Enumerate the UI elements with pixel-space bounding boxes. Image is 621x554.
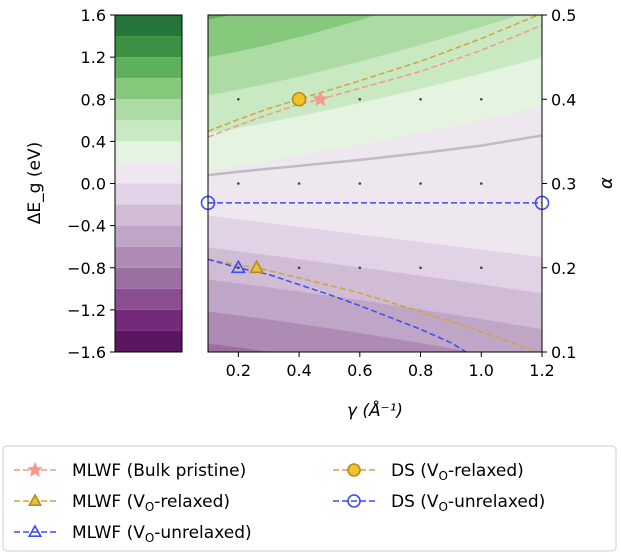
series-line <box>208 15 540 132</box>
series-marker <box>249 259 265 274</box>
colorbar-ticks: 1.6 1.2 0.8 0.4 0.0 −0.4 −0.8 −1.2 −1.6 <box>67 6 115 362</box>
colorbar: 1.6 1.2 0.8 0.4 0.0 −0.4 −0.8 −1.2 −1.6 ΔE_g (eV… <box>25 6 183 362</box>
colorbar-band <box>115 141 182 163</box>
grid-point <box>479 97 483 101</box>
colorbar-ylabel: ΔE_g (eV) <box>25 142 45 224</box>
contour-regions <box>208 15 542 352</box>
x-tick-label: 0.4 <box>286 361 311 380</box>
y-tick-label: 0.5 <box>551 6 576 25</box>
colorbar-band <box>115 330 182 352</box>
colorbar-band <box>115 162 182 184</box>
legend: MLWF (Bulk pristine) DS (VO-relaxed) MLWF … <box>2 445 617 552</box>
colorbar-tick-label: −1.6 <box>67 343 106 362</box>
colorbar-bands <box>115 15 182 352</box>
contour-band-positive <box>208 15 377 58</box>
grid-point <box>358 97 362 101</box>
colorbar-band <box>115 120 182 142</box>
colorbar-band <box>115 288 182 310</box>
x-tick-label: 0.8 <box>408 361 433 380</box>
legend-label: MLWF (VO-relaxed) <box>72 492 230 514</box>
series-line <box>208 258 540 352</box>
grid-point <box>237 182 240 185</box>
colorbar-tick-label: −0.8 <box>67 259 106 278</box>
legend-marker <box>27 461 43 477</box>
colorbar-tick-label: 1.2 <box>81 48 106 67</box>
legend-entry: DS (VO-relaxed) <box>333 461 524 483</box>
legend-marker <box>27 493 43 506</box>
colorbar-band <box>115 246 182 268</box>
grid-point <box>419 266 422 270</box>
colorbar-band <box>115 36 182 58</box>
grid-point <box>358 182 362 185</box>
y-axis-label: α <box>596 177 617 189</box>
y-tick-label: 0.4 <box>551 90 576 109</box>
zero-contour-line <box>208 134 542 177</box>
legend-marker <box>347 494 361 508</box>
legend-entry: MLWF (VO-unrelaxed) <box>14 523 252 545</box>
colorbar-band <box>115 99 182 121</box>
x-axis-ticks: 0.2 0.4 0.6 0.8 1.0 1.2 <box>226 352 555 380</box>
grid-point <box>419 97 422 101</box>
colorbar-band <box>115 204 182 226</box>
legend-marker <box>347 463 361 477</box>
legend-label: MLWF (Bulk pristine) <box>72 461 246 481</box>
right-y-axis-ticks: 0.5 0.4 0.3 0.2 0.1 <box>542 6 576 362</box>
grid-point <box>297 266 301 270</box>
x-tick-label: 0.6 <box>347 361 372 380</box>
legend-label: MLWF (VO-unrelaxed) <box>72 523 252 545</box>
colorbar-tick-label: 1.6 <box>81 6 106 25</box>
colorbar-band <box>115 57 182 79</box>
y-tick-label: 0.2 <box>551 259 576 278</box>
legend-frame <box>2 445 617 552</box>
colorbar-tick-label: −0.4 <box>67 217 106 236</box>
y-tick-label: 0.1 <box>551 343 576 362</box>
colorbar-tick-label: −1.2 <box>67 301 106 320</box>
contour-band-negative <box>208 343 271 352</box>
legend-entry: DS (VO-unrelaxed) <box>333 492 545 514</box>
x-axis-label: γ (Å⁻¹) <box>347 399 403 421</box>
legend-entries: MLWF (Bulk pristine) DS (VO-relaxed) MLWF … <box>14 461 545 545</box>
colorbar-band <box>115 15 182 37</box>
zero-contour <box>208 134 542 177</box>
legend-entry: MLWF (Bulk pristine) <box>14 461 246 481</box>
series-marker <box>312 90 329 106</box>
contour-plot: 0.2 0.4 0.6 0.8 1.0 1.2 0.5 0.4 0.3 0.2 0.1 γ (Å⁻… <box>200 6 617 421</box>
colorbar-band <box>115 225 182 247</box>
grid-point <box>297 182 301 185</box>
series-marker <box>291 91 307 107</box>
colorbar-tick-label: 0.0 <box>81 175 106 194</box>
y-tick-label: 0.3 <box>551 175 576 194</box>
legend-entry: MLWF (VO-relaxed) <box>14 492 230 514</box>
colorbar-band <box>115 78 182 100</box>
series-marker <box>230 259 246 274</box>
grid-point <box>479 266 483 270</box>
x-tick-label: 1.2 <box>529 361 554 380</box>
grid-point <box>479 182 483 185</box>
colorbar-tick-label: 0.8 <box>81 90 106 109</box>
grid-point <box>237 97 240 101</box>
legend-label: DS (VO-unrelaxed) <box>391 492 545 514</box>
colorbar-tick-label: 0.4 <box>81 132 106 151</box>
contour-band-positive <box>208 15 231 20</box>
x-tick-label: 1.0 <box>469 361 494 380</box>
colorbar-band <box>115 309 182 331</box>
grid-point <box>358 266 362 270</box>
colorbar-band <box>115 183 182 205</box>
grid-point <box>419 182 422 185</box>
contour-band-negative <box>208 311 472 352</box>
grid-point <box>237 266 240 270</box>
legend-marker <box>27 524 43 537</box>
colorbar-band <box>115 267 182 289</box>
x-tick-label: 0.2 <box>226 361 251 380</box>
legend-label: DS (VO-relaxed) <box>391 461 524 483</box>
